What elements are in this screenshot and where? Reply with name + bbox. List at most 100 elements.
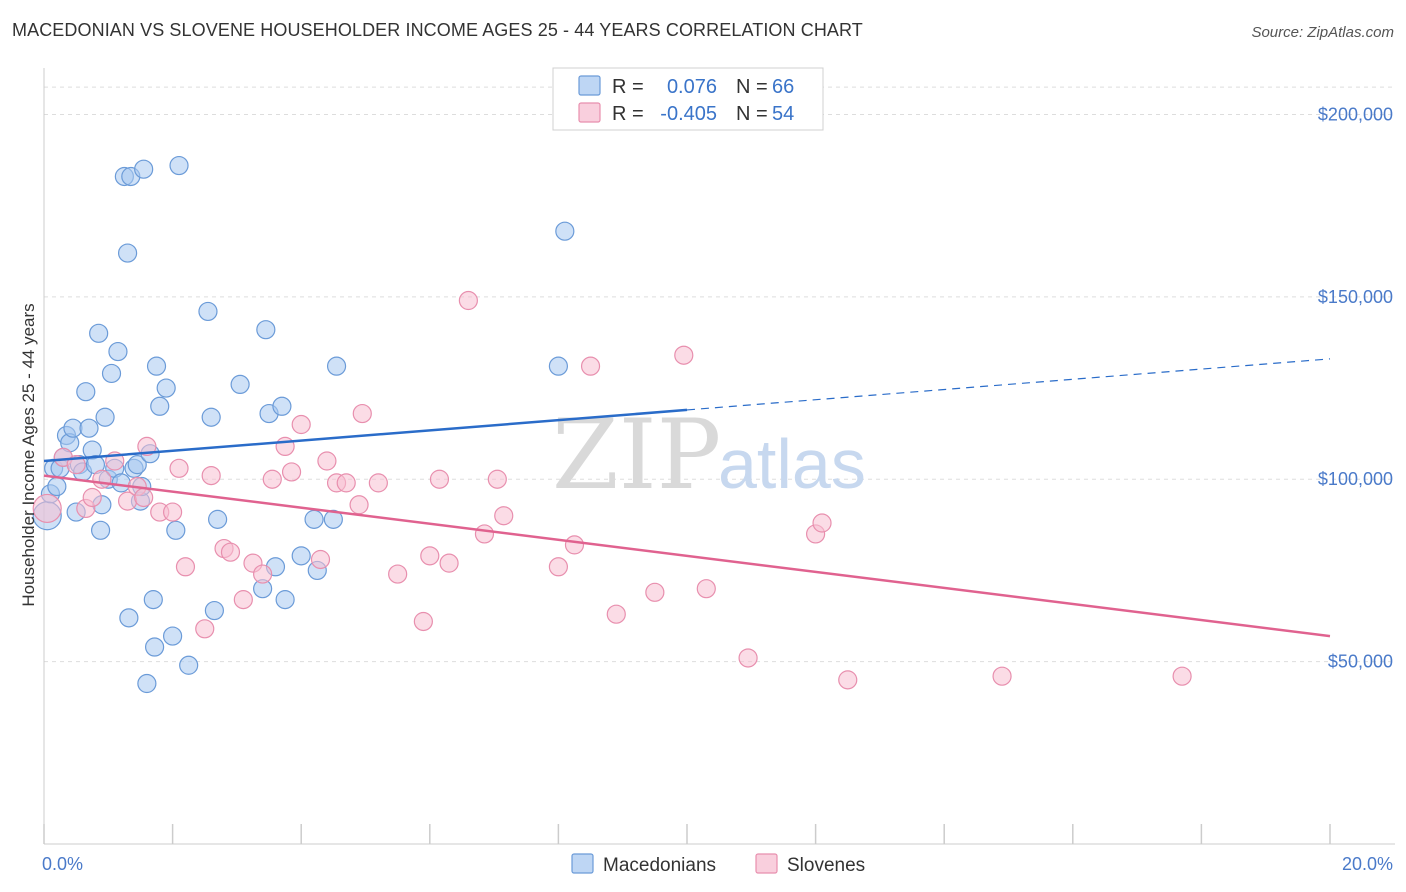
macedonian-point: [144, 637, 165, 657]
macedonian-point: [291, 546, 311, 566]
macedonian-point: [275, 590, 295, 610]
series-slovenes-points: [32, 290, 1192, 690]
slovene-point: [420, 546, 440, 566]
macedonian-point: [204, 600, 224, 621]
macedonian-point: [326, 356, 347, 376]
macedonian-point: [101, 363, 122, 384]
slovene-point: [388, 564, 408, 584]
legend-label-slovenes: Slovenes: [787, 855, 865, 876]
macedonian-point: [323, 509, 343, 529]
macedonian-point: [117, 243, 138, 263]
slovene-point: [233, 590, 253, 610]
y-tick-labels: $50,000 $100,000 $150,000 $200,000: [1318, 104, 1393, 671]
macedonian-point: [156, 378, 176, 398]
slovene-point: [564, 535, 585, 555]
slovene-point: [220, 542, 241, 562]
gridlines: [44, 86, 1395, 663]
macedonian-point: [76, 382, 96, 402]
slovene-point: [458, 290, 478, 311]
source-credit: Source: ZipAtlas.com: [1251, 24, 1394, 41]
legend-n-value-slovenes: 54: [772, 103, 794, 125]
slovene-point: [645, 582, 665, 602]
macedonian-point: [127, 455, 147, 475]
macedonian-point: [256, 320, 276, 340]
macedonian-point: [134, 159, 154, 179]
y-tick-label: $100,000: [1318, 469, 1393, 489]
slovene-point: [738, 648, 758, 668]
watermark-atlas: atlas: [718, 425, 866, 503]
slovene-point: [1172, 666, 1192, 686]
y-tick-label: $150,000: [1318, 287, 1393, 307]
macedonian-point: [179, 655, 199, 675]
slovene-point: [812, 513, 832, 533]
macedonian-point: [79, 418, 99, 438]
series-legend: Macedonians Slovenes: [571, 853, 865, 876]
slovene-point: [137, 436, 157, 457]
macedonian-point: [47, 476, 67, 497]
slovene-point: [310, 549, 331, 570]
slovene-point: [494, 506, 514, 526]
slovene-point: [92, 469, 112, 489]
legend-label-macedonians: Macedonians: [603, 855, 716, 876]
slovene-point: [262, 469, 282, 489]
slovene-point: [992, 666, 1012, 686]
slovene-point: [82, 487, 102, 508]
legend-swatch-macedonians: [578, 75, 601, 96]
macedonian-point: [150, 396, 170, 416]
legend-n-label: N =: [736, 76, 768, 98]
slovene-point: [134, 487, 154, 508]
slovene-point: [349, 495, 369, 515]
legend-r-label: R =: [612, 76, 644, 98]
chart-title: MACEDONIAN VS SLOVENE HOUSEHOLDER INCOME…: [12, 20, 863, 40]
macedonian-point: [137, 673, 157, 694]
legend-swatch-macedonians: [571, 853, 594, 874]
slovene-point: [429, 469, 450, 489]
macedonian-point: [555, 221, 575, 241]
slovene-point: [291, 414, 311, 435]
slovene-point: [253, 564, 273, 584]
slovene-point: [606, 604, 626, 624]
slovene-point: [201, 465, 221, 486]
slovene-point: [474, 524, 495, 544]
macedonian-point: [272, 396, 292, 416]
slovene-point: [674, 345, 694, 365]
trend-lines: [43, 358, 1331, 638]
slovene-point: [175, 557, 196, 577]
y-axis-label: Householder Income Ages 25 - 44 years: [19, 303, 38, 606]
macedonian-point: [119, 608, 139, 628]
slovene-point: [368, 473, 388, 493]
macedonian-point: [89, 323, 109, 343]
macedonian-point: [146, 356, 167, 376]
slovene-point: [696, 579, 716, 599]
watermark-zip: ZIP: [552, 399, 721, 511]
trend-line-slovenes: [43, 474, 1331, 638]
trend-line-macedonians: [43, 408, 688, 463]
macedonian-point: [208, 509, 228, 529]
slovene-point: [838, 670, 858, 690]
slovene-point: [548, 557, 569, 577]
macedonian-point: [304, 509, 324, 529]
slovene-point: [317, 451, 337, 471]
trend-line-macedonians-extension: [686, 358, 1331, 411]
macedonian-point: [166, 520, 186, 540]
slovene-point: [439, 553, 459, 573]
macedonian-point: [108, 341, 128, 362]
legend-r-value-macedonians: 0.076: [667, 76, 717, 98]
macedonian-point: [201, 407, 221, 427]
macedonian-point: [548, 356, 569, 376]
legend-r-value-slovenes: -0.405: [660, 103, 717, 125]
legend-swatch-slovenes: [755, 853, 778, 874]
slovene-point: [352, 403, 372, 424]
x-tick-label-max: 20.0%: [1342, 854, 1393, 874]
slovene-point: [66, 455, 86, 475]
slovene-point: [195, 619, 215, 639]
legend-n-value-macedonians: 66: [772, 76, 794, 98]
slovene-point: [580, 356, 601, 376]
macedonian-point: [143, 590, 163, 610]
slovene-point: [169, 458, 189, 478]
legend-r-label: R =: [612, 103, 644, 125]
correlation-legend: R = 0.076 N = 66 R = -0.405 N = 54: [552, 67, 824, 131]
slovene-point: [281, 462, 302, 482]
macedonian-point: [198, 301, 218, 322]
